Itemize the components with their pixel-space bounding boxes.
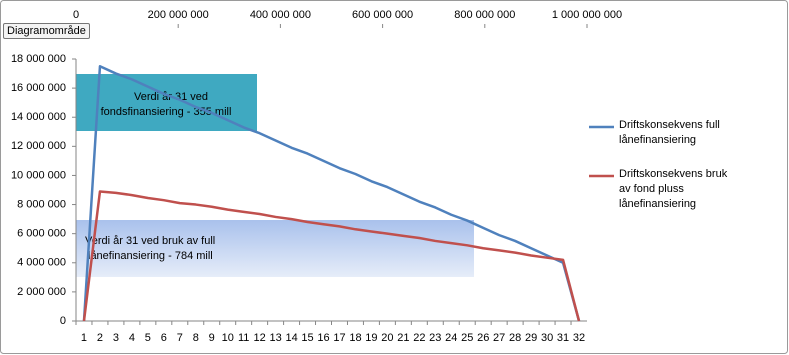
x-tick-label: 28 <box>509 332 521 344</box>
y-tick-label: 10 000 000 <box>11 169 66 181</box>
x-tick-label: 23 <box>429 332 441 344</box>
legend-label: Driftskonsekvens full lånefinansiering <box>619 119 720 146</box>
x2-tick-label: 1 000 000 000 <box>552 9 622 21</box>
x-tick-label: 5 <box>145 332 151 344</box>
x-tick-label: 9 <box>209 332 215 344</box>
x-tick-label: 1 <box>81 332 87 344</box>
x2-tick-label: 600 000 000 <box>352 9 413 21</box>
x-tick-label: 11 <box>238 332 249 344</box>
x-tick-label: 6 <box>161 332 167 344</box>
annotation-text: Verdi år 31 ved bruk av full <box>85 235 215 247</box>
annotation-text: lånefinansiering - 784 mill <box>88 250 213 262</box>
y-tick-label: 16 000 000 <box>11 82 66 94</box>
series-line <box>82 65 581 322</box>
x-tick-label: 24 <box>445 332 457 344</box>
x-tick-label: 15 <box>301 332 313 344</box>
legend-label: Driftskonsekvens bruk av fond pluss låne… <box>619 168 728 210</box>
x-tick-label: 10 <box>222 332 234 344</box>
x-tick-label: 25 <box>461 332 473 344</box>
x-tick-label: 30 <box>541 332 553 344</box>
x-tick-label: 26 <box>477 332 489 344</box>
y-tick-label: 8 000 000 <box>17 198 66 210</box>
y-tick-label: 4 000 000 <box>17 257 66 269</box>
x-tick-label: 21 <box>397 332 409 344</box>
x-tick-label: 31 <box>557 332 569 344</box>
annotation-box <box>76 74 257 131</box>
x-tick-label: 27 <box>493 332 505 344</box>
x-tick-label: 29 <box>525 332 537 344</box>
x-tick-label: 8 <box>193 332 199 344</box>
y-tick-label: 12 000 000 <box>11 140 66 152</box>
x-tick-label: 18 <box>349 332 361 344</box>
x2-tick-label: 400 000 000 <box>250 9 311 21</box>
y-tick-label: 18 000 000 <box>11 53 66 65</box>
x-tick-label: 20 <box>381 332 393 344</box>
x2-tick-label: 200 000 000 <box>148 9 209 21</box>
y-tick-label: 6 000 000 <box>17 228 66 240</box>
x-tick-label: 22 <box>413 332 425 344</box>
x2-tick-label: 0 <box>73 9 79 21</box>
x-tick-label: 17 <box>333 332 345 344</box>
y-tick-label: 14 000 000 <box>11 111 66 123</box>
annotation-box <box>76 220 474 277</box>
tooltip: Diagramområde <box>3 23 90 39</box>
x-tick-label: 4 <box>129 332 135 344</box>
x-tick-label: 16 <box>317 332 329 344</box>
x-tick-label: 12 <box>254 332 266 344</box>
x-tick-label: 2 <box>97 332 103 344</box>
x-tick-label: 14 <box>285 332 297 344</box>
series-line <box>82 190 581 322</box>
y-tick-label: 0 <box>60 315 66 327</box>
y-tick-label: 2 000 000 <box>17 286 66 298</box>
x-tick-label: 19 <box>365 332 377 344</box>
x-tick-label: 3 <box>113 332 119 344</box>
x-tick-label: 32 <box>573 332 585 344</box>
x2-tick-label: 800 000 000 <box>454 9 515 21</box>
x-tick-label: 13 <box>269 332 281 344</box>
x-tick-label: 7 <box>177 332 183 344</box>
